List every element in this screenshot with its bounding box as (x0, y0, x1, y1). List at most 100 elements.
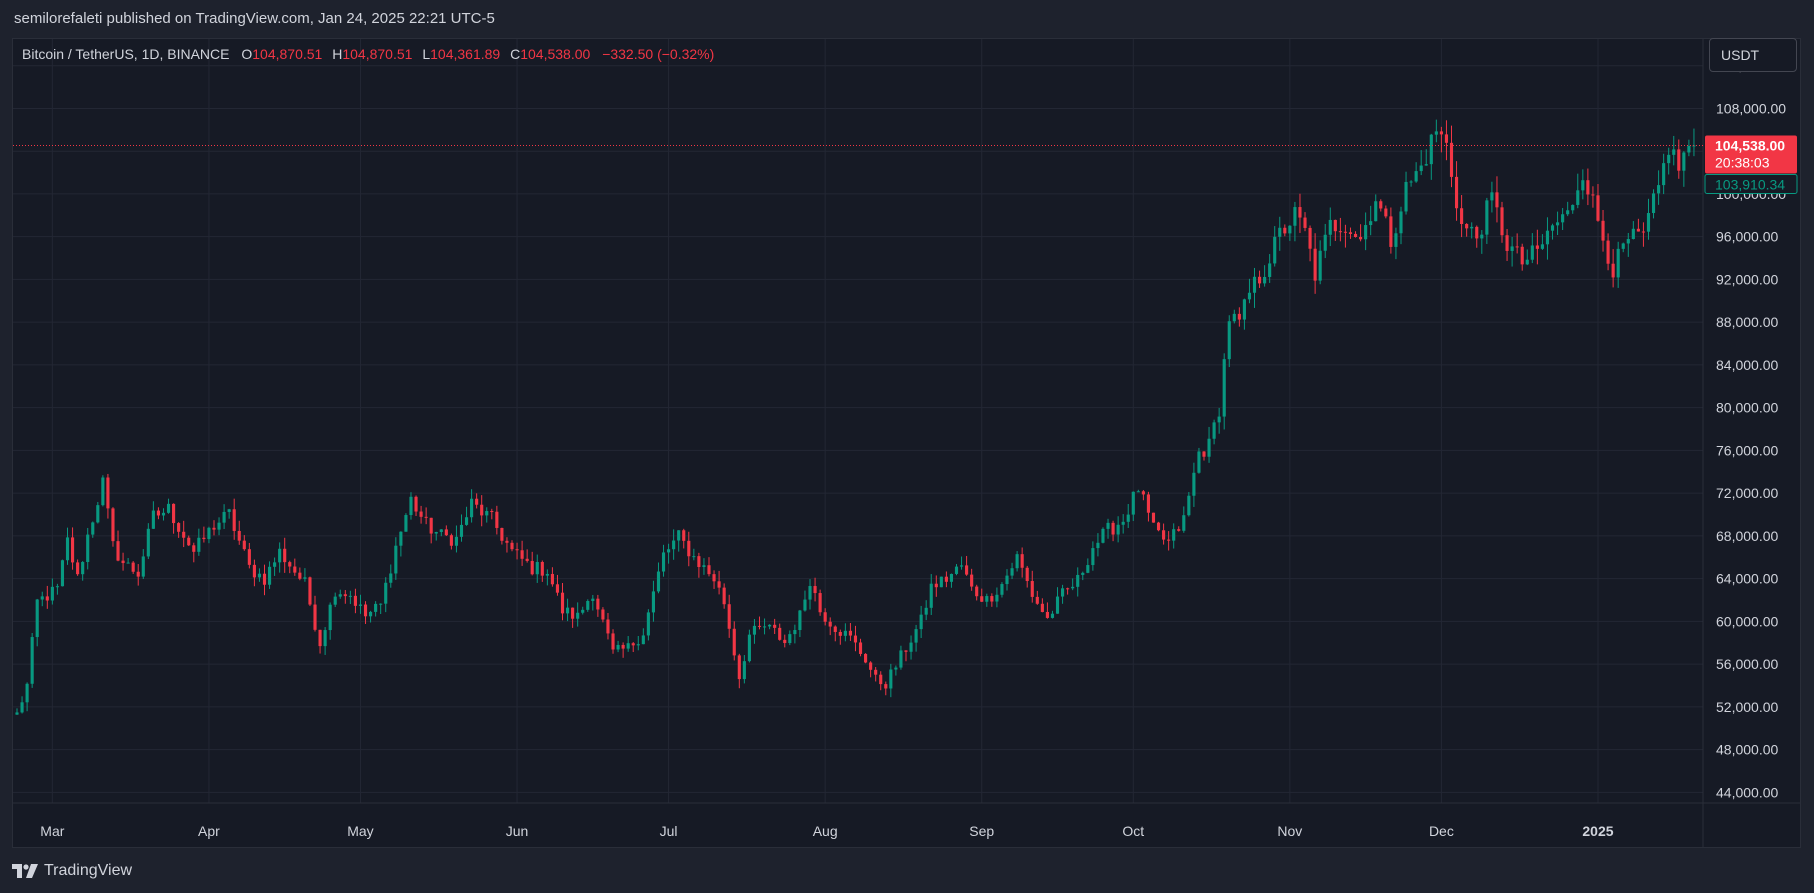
candle-body (581, 609, 585, 613)
candle-body (1444, 134, 1449, 143)
candlestick-chart[interactable]: 44,000.00 48,000.00 52,000.00 56,000.00 60,0… (13, 39, 1800, 847)
candle-body (182, 531, 186, 538)
candle-body (616, 644, 620, 650)
currency-selector[interactable]: USDT (1709, 38, 1797, 72)
candle-body (1338, 231, 1342, 233)
close-label: C (510, 46, 521, 62)
candle-body (1040, 603, 1044, 612)
chart-pane[interactable]: 44,000.00 48,000.00 52,000.00 56,000.00 60,0… (12, 38, 1801, 848)
candle-body (732, 628, 736, 656)
candle-body (50, 586, 54, 601)
candle-body (510, 542, 514, 550)
tradingview-logo-icon (12, 864, 38, 878)
low-value: 104,361.89 (430, 46, 501, 62)
candle-body (1581, 180, 1585, 191)
candle-body (429, 517, 433, 534)
candle-body (1268, 263, 1272, 277)
candle-body (1571, 204, 1575, 211)
candle-body (212, 527, 216, 530)
y-tick-label: 92,000.00 (1716, 271, 1778, 287)
candle-body (1045, 611, 1049, 618)
candle-body (464, 517, 469, 525)
candle-body (1389, 216, 1393, 247)
candle-body (1535, 245, 1539, 249)
candle-body (1197, 451, 1201, 473)
candle-body (45, 596, 49, 601)
candle-body (858, 642, 863, 654)
candle-body (1151, 512, 1156, 523)
candle-body (1576, 190, 1580, 205)
candle-body (1162, 530, 1166, 540)
y-tick-label: 68,000.00 (1716, 528, 1778, 544)
candle-body (252, 564, 256, 578)
footer-brand[interactable]: TradingView (12, 858, 132, 884)
countdown-tag-value: 20:38:03 (1715, 154, 1770, 170)
candle-body (1242, 299, 1246, 320)
candle-body (1101, 528, 1105, 543)
candle-body (480, 504, 484, 516)
candle-body (207, 527, 211, 540)
candle-body (965, 565, 969, 575)
candle-body (1470, 226, 1474, 229)
candle-body (788, 634, 792, 644)
candle-body (187, 537, 191, 546)
candle-body (358, 604, 363, 606)
candle-body (1303, 217, 1307, 228)
candle-body (318, 629, 322, 647)
candle-body (449, 535, 453, 546)
candle-body (954, 566, 959, 574)
candle-body (1061, 588, 1065, 597)
candle-body (808, 586, 812, 600)
y-tick-label: 60,000.00 (1716, 613, 1778, 629)
candle-body (1399, 211, 1403, 234)
candle-body (853, 635, 858, 643)
candle-body (1278, 227, 1282, 237)
candle-body (995, 594, 999, 602)
candle-body (1222, 359, 1226, 417)
x-tick-label: Apr (198, 823, 220, 839)
candle-body (934, 583, 938, 588)
candle-body (990, 596, 994, 602)
candle-body (394, 545, 398, 574)
candle-body (15, 712, 19, 715)
candle-body (288, 562, 292, 567)
candle-body (404, 515, 408, 532)
candle-body (101, 477, 105, 506)
candle-body (1217, 416, 1221, 423)
candle-body (1227, 321, 1231, 360)
candle-body (1257, 276, 1262, 284)
symbol-name[interactable]: Bitcoin / TetherUS, 1D, BINANCE (22, 46, 230, 62)
candle-body (697, 556, 701, 567)
candle-body (379, 603, 383, 605)
candle-body (1692, 145, 1696, 147)
candle-body (434, 531, 438, 534)
candle-body (86, 534, 90, 563)
candle-body (1273, 236, 1277, 264)
candle-body (944, 576, 948, 582)
candle-body (1364, 225, 1368, 240)
candle-body (813, 586, 817, 594)
candle-body (1409, 181, 1413, 183)
candle-body (1081, 572, 1085, 575)
candle-body (70, 537, 75, 563)
candle-body (1394, 233, 1398, 247)
candle-body (470, 498, 474, 518)
candle-body (1055, 596, 1060, 614)
y-tick-label: 64,000.00 (1716, 571, 1778, 587)
candle-body (1480, 234, 1484, 239)
candle-body (1071, 586, 1075, 589)
candle-body (166, 503, 171, 513)
candle-body (172, 503, 176, 524)
candle-body (1328, 219, 1332, 235)
candle-body (601, 609, 605, 620)
candle-body (1177, 529, 1181, 531)
candle-body (611, 633, 615, 650)
candle-body (677, 530, 681, 541)
candle-body (722, 587, 726, 605)
candle-body (1530, 245, 1534, 260)
candle-body (894, 667, 898, 670)
candle-body (1207, 438, 1211, 457)
candle-body (1010, 568, 1014, 576)
candle-body (293, 566, 297, 573)
candle-body (515, 549, 519, 551)
